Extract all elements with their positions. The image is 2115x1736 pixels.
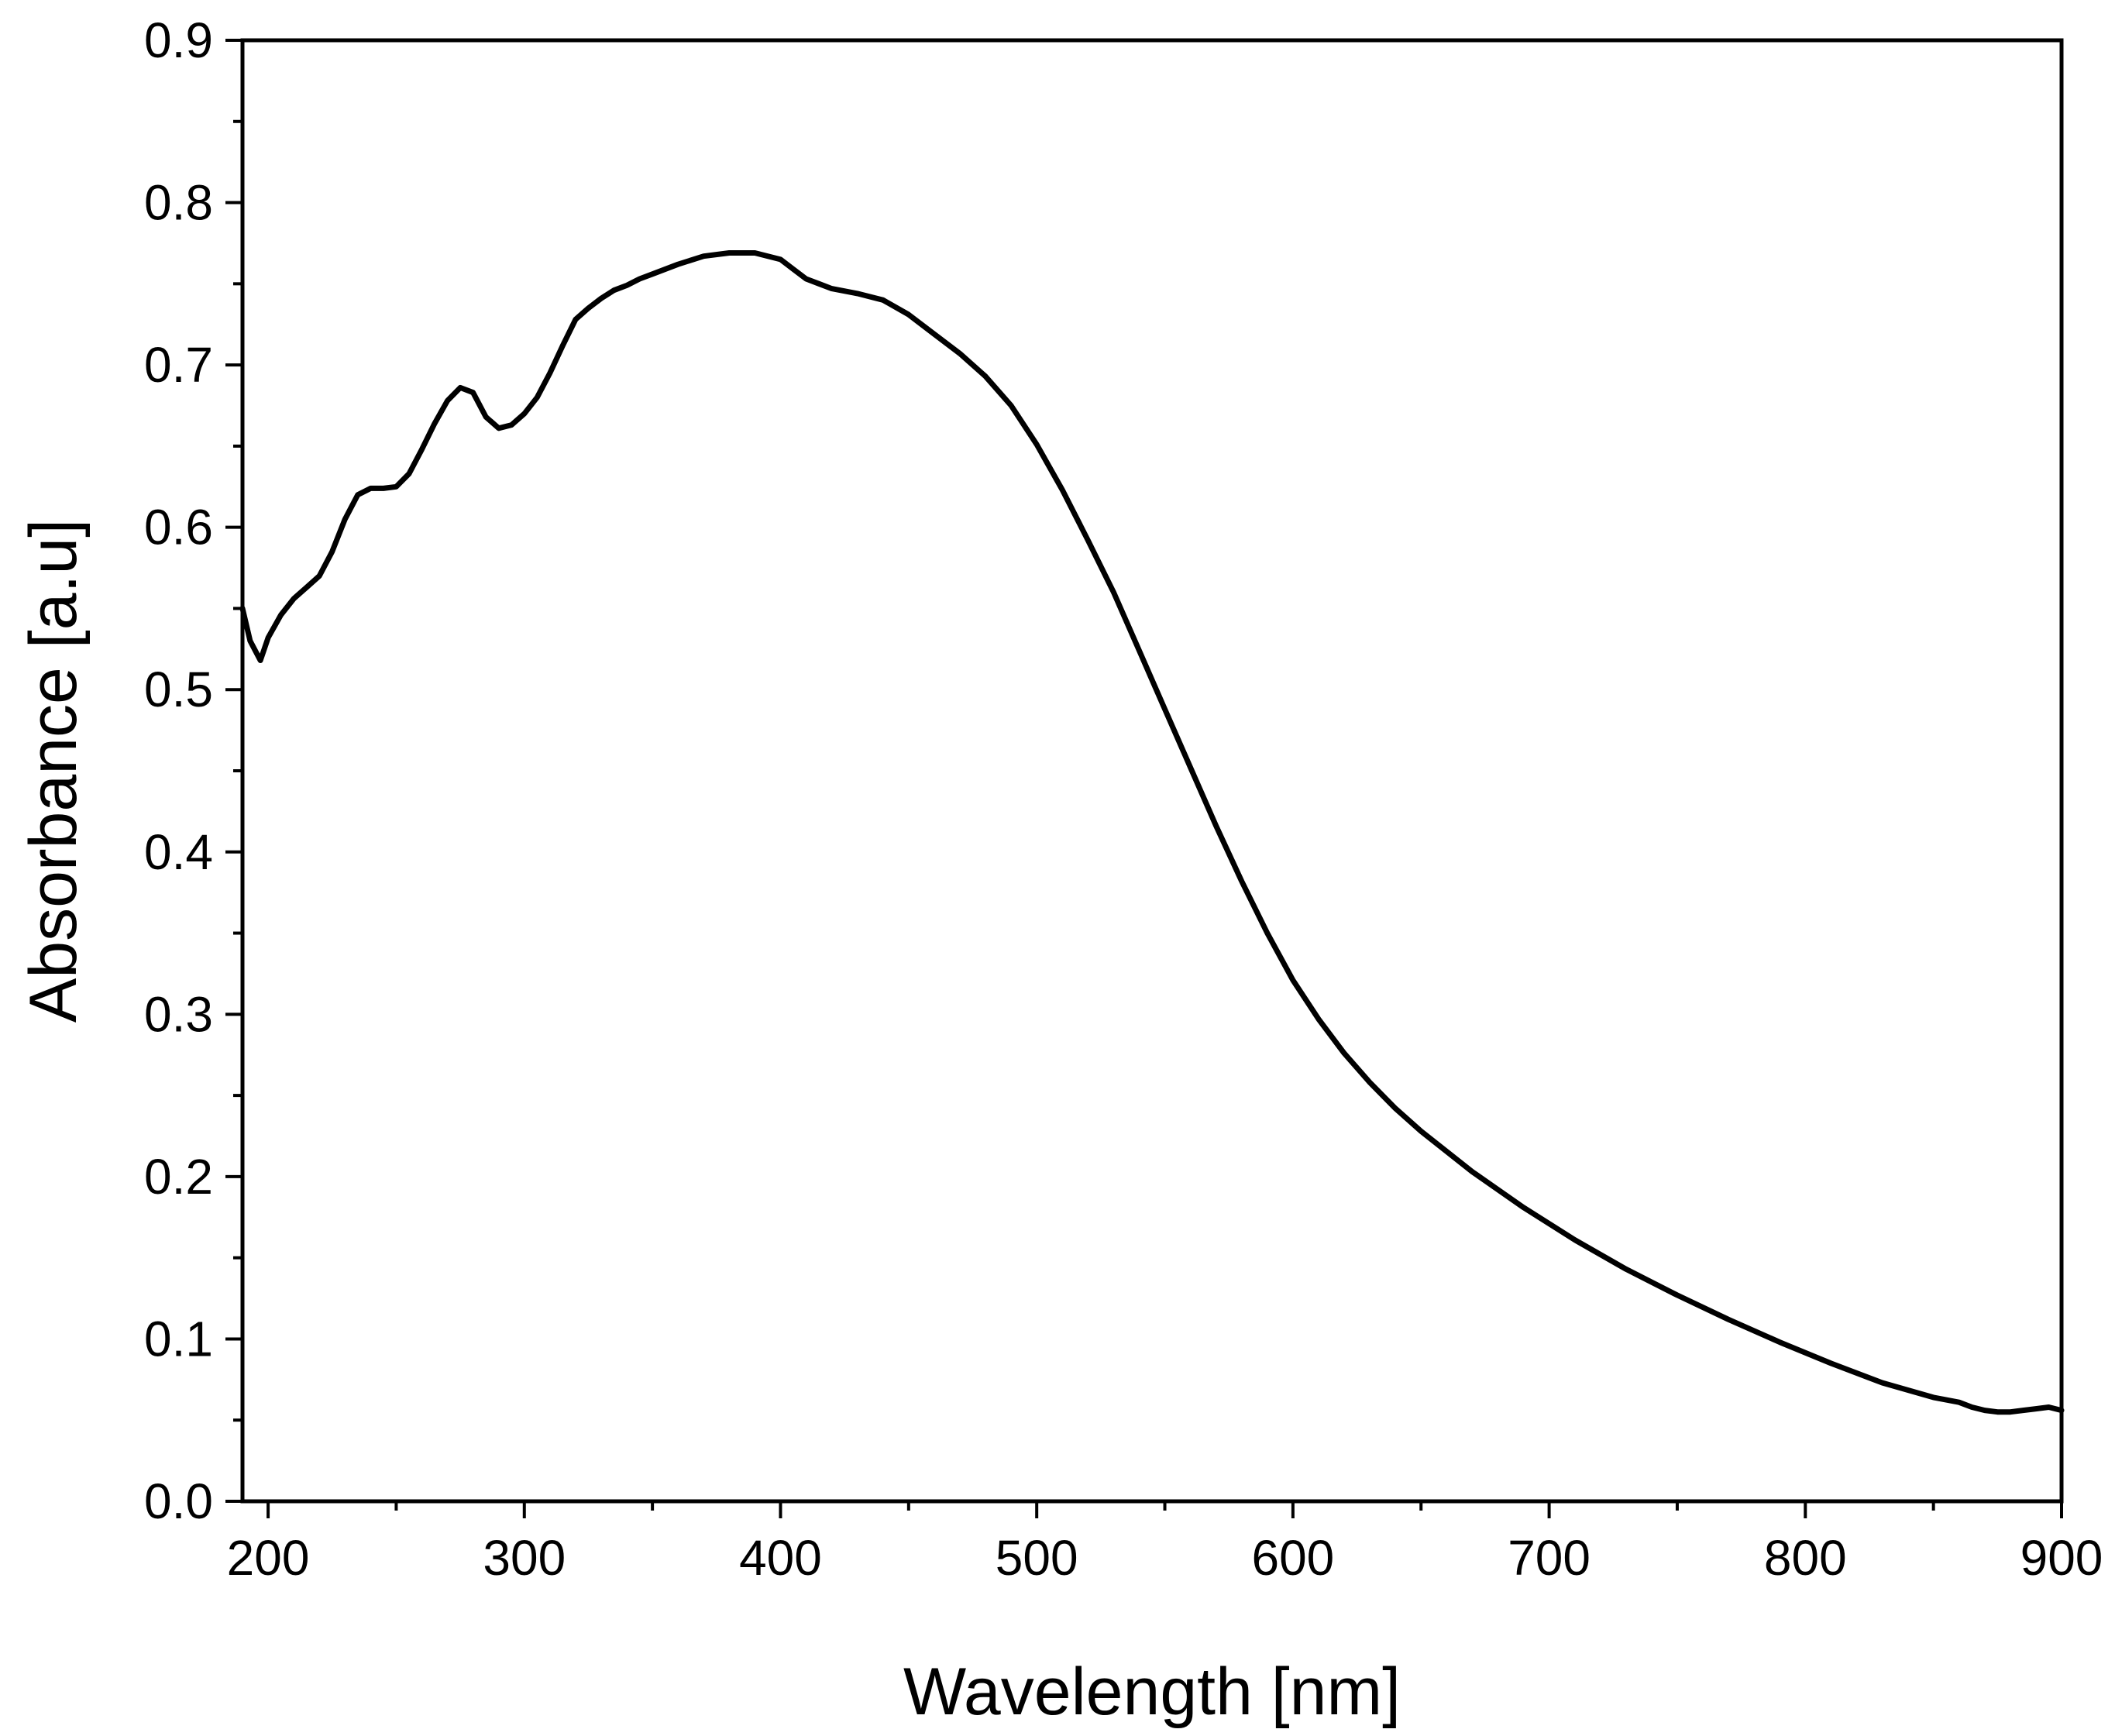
x-tick-label: 200: [227, 1530, 310, 1586]
tick-labels: 200 300 400 500 600 700 800 900 0.0 0.1 0.2 0.3 0.4 0…: [144, 12, 2103, 1586]
y-tick-label: 0.6: [144, 500, 213, 555]
y-tick-label: 0.9: [144, 12, 213, 68]
y-tick-label: 0.0: [144, 1473, 213, 1529]
y-tick-label: 0.3: [144, 986, 213, 1042]
x-tick-label: 300: [483, 1530, 566, 1586]
x-axis-title: Wavelength [nm]: [903, 1655, 1401, 1729]
y-tick-label: 0.2: [144, 1149, 213, 1205]
y-tick-label: 0.7: [144, 337, 213, 393]
y-tick-label: 0.1: [144, 1311, 213, 1366]
plot-frame: [240, 38, 2064, 1504]
x-tick-label: 500: [996, 1530, 1078, 1586]
y-tick-label: 0.8: [144, 175, 213, 231]
x-tick-label: 400: [739, 1530, 822, 1586]
absorbance-series-line: [239, 250, 2065, 1415]
x-tick-label: 800: [1764, 1530, 1847, 1586]
x-tick-label: 900: [2020, 1530, 2103, 1586]
x-tick-label: 600: [1251, 1530, 1334, 1586]
y-tick-label: 0.4: [144, 824, 213, 880]
y-tick-label: 0.5: [144, 662, 213, 717]
x-tick-label: 700: [1508, 1530, 1591, 1586]
y-axis-title: Absorbance [a.u]: [16, 519, 91, 1023]
